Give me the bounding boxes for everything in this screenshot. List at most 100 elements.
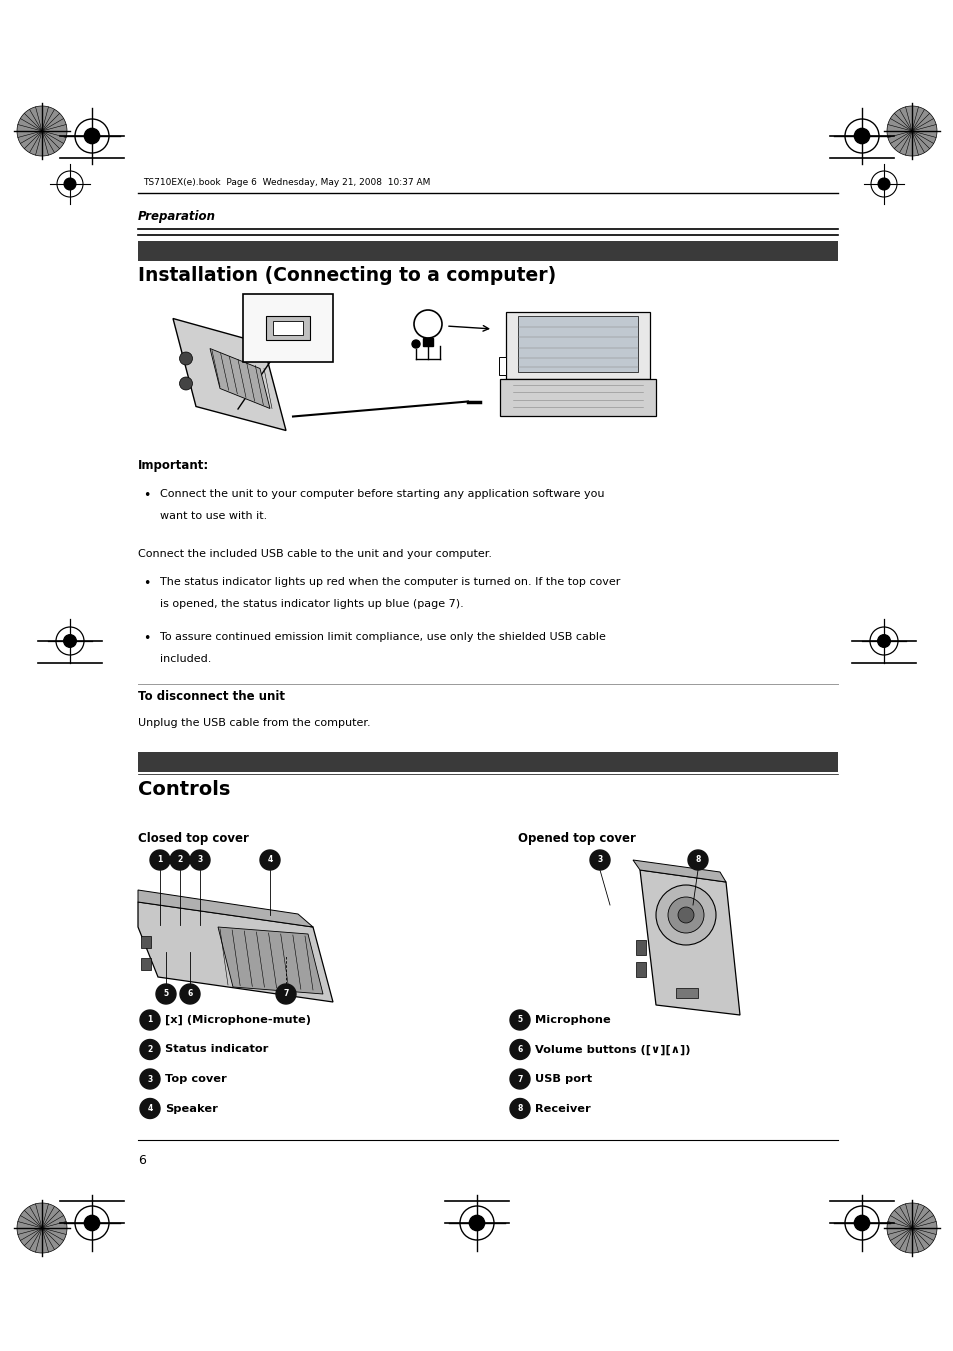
Text: 4: 4: [147, 1104, 152, 1113]
Bar: [517, 316, 638, 372]
Polygon shape: [138, 890, 313, 927]
Circle shape: [412, 340, 419, 349]
Text: 7: 7: [283, 989, 289, 998]
Text: included.: included.: [160, 654, 212, 663]
Circle shape: [64, 178, 76, 190]
Circle shape: [64, 635, 76, 647]
Bar: [422, 338, 433, 346]
Text: is opened, the status indicator lights up blue (page 7).: is opened, the status indicator lights u…: [160, 598, 463, 609]
Text: 1: 1: [157, 855, 162, 865]
Text: 8: 8: [695, 855, 700, 865]
Circle shape: [170, 850, 190, 870]
Text: 6: 6: [138, 1154, 146, 1167]
Text: •: •: [143, 489, 151, 503]
Text: 7: 7: [517, 1074, 522, 1084]
Circle shape: [140, 1069, 160, 1089]
Text: 2: 2: [147, 1046, 152, 1054]
Text: 1: 1: [147, 1016, 152, 1024]
Text: 4: 4: [267, 855, 273, 865]
Circle shape: [179, 377, 193, 390]
Polygon shape: [218, 927, 323, 994]
Circle shape: [275, 984, 295, 1004]
Text: 5: 5: [517, 1016, 522, 1024]
Circle shape: [589, 850, 609, 870]
Circle shape: [667, 897, 703, 934]
Circle shape: [678, 907, 693, 923]
Circle shape: [854, 1216, 869, 1231]
Circle shape: [180, 984, 200, 1004]
Text: Receiver: Receiver: [535, 1104, 590, 1113]
Circle shape: [140, 1011, 160, 1029]
Polygon shape: [17, 1202, 67, 1252]
Circle shape: [179, 353, 193, 365]
Text: •: •: [143, 577, 151, 590]
Text: To assure continued emission limit compliance, use only the shielded USB cable: To assure continued emission limit compl…: [160, 632, 605, 642]
Text: 5: 5: [163, 989, 169, 998]
Text: Volume buttons ([∨][∧]): Volume buttons ([∨][∧]): [535, 1044, 690, 1055]
Bar: [498, 358, 505, 376]
Polygon shape: [17, 105, 67, 155]
Text: 6: 6: [517, 1046, 522, 1054]
Text: Important:: Important:: [138, 459, 209, 471]
Text: Unplug the USB cable from the computer.: Unplug the USB cable from the computer.: [138, 717, 370, 728]
Circle shape: [854, 128, 869, 143]
Bar: [243, 295, 333, 362]
Text: Opened top cover: Opened top cover: [517, 832, 636, 844]
Polygon shape: [639, 870, 740, 1015]
Bar: [141, 936, 151, 948]
Circle shape: [510, 1011, 530, 1029]
Circle shape: [877, 178, 889, 190]
Bar: [266, 316, 310, 340]
Circle shape: [510, 1039, 530, 1059]
Polygon shape: [505, 312, 649, 378]
Bar: [138, 753, 837, 771]
Circle shape: [190, 850, 210, 870]
Polygon shape: [210, 349, 270, 408]
Bar: [273, 322, 303, 335]
Text: •: •: [143, 632, 151, 644]
Text: 2: 2: [177, 855, 182, 865]
Bar: [636, 940, 645, 955]
Text: Connect the unit to your computer before starting any application software you: Connect the unit to your computer before…: [160, 489, 604, 499]
Text: 8: 8: [517, 1104, 522, 1113]
Circle shape: [877, 635, 889, 647]
Text: Installation (Connecting to a computer): Installation (Connecting to a computer): [138, 266, 556, 285]
Polygon shape: [633, 861, 725, 882]
Circle shape: [140, 1098, 160, 1119]
Polygon shape: [499, 378, 656, 416]
Circle shape: [656, 885, 716, 944]
Circle shape: [140, 1039, 160, 1059]
Text: want to use with it.: want to use with it.: [160, 511, 267, 521]
Circle shape: [156, 984, 175, 1004]
Circle shape: [84, 128, 99, 143]
Text: Closed top cover: Closed top cover: [138, 832, 249, 844]
Polygon shape: [138, 902, 333, 1002]
Polygon shape: [172, 319, 286, 431]
Polygon shape: [886, 1202, 936, 1252]
Bar: [138, 240, 837, 261]
Circle shape: [510, 1098, 530, 1119]
Text: To disconnect the unit: To disconnect the unit: [138, 690, 285, 703]
Text: Preparation: Preparation: [138, 209, 215, 223]
Text: Status indicator: Status indicator: [165, 1044, 268, 1055]
Bar: [141, 958, 151, 970]
Circle shape: [260, 850, 280, 870]
Text: 3: 3: [197, 855, 202, 865]
Text: The status indicator lights up red when the computer is turned on. If the top co: The status indicator lights up red when …: [160, 577, 619, 586]
Circle shape: [510, 1069, 530, 1089]
Bar: [636, 962, 645, 977]
Text: 3: 3: [147, 1074, 152, 1084]
Text: 3: 3: [597, 855, 602, 865]
Text: TS710EX(e).book  Page 6  Wednesday, May 21, 2008  10:37 AM: TS710EX(e).book Page 6 Wednesday, May 21…: [143, 178, 430, 186]
Text: Connect the included USB cable to the unit and your computer.: Connect the included USB cable to the un…: [138, 549, 492, 559]
Text: USB port: USB port: [535, 1074, 592, 1084]
Text: [x] (Microphone-mute): [x] (Microphone-mute): [165, 1015, 311, 1025]
Text: Top cover: Top cover: [165, 1074, 227, 1084]
Text: Microphone: Microphone: [535, 1015, 610, 1025]
Circle shape: [469, 1216, 484, 1231]
Circle shape: [150, 850, 170, 870]
Bar: [676, 988, 698, 998]
Polygon shape: [886, 105, 936, 155]
Text: 6: 6: [187, 989, 193, 998]
Circle shape: [84, 1216, 99, 1231]
